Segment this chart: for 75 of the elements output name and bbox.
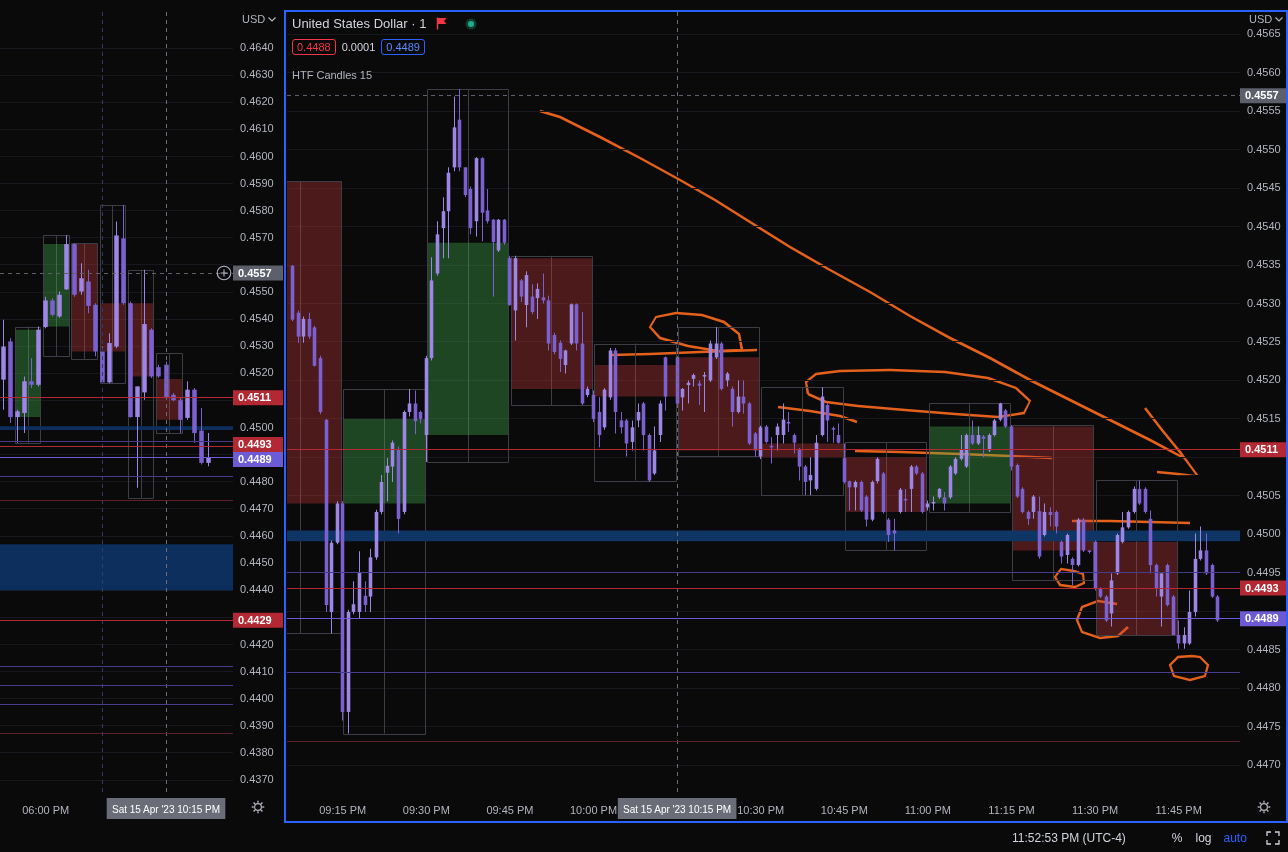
y-tick-label: 0.4440: [240, 583, 274, 596]
y-tick-label: 0.4390: [240, 718, 274, 731]
y-tick-label: 0.4570: [240, 230, 274, 243]
y-tick-label: 0.4600: [240, 149, 274, 162]
y-tick-label: 0.4545: [1247, 181, 1281, 194]
y-tick-label: 0.4470: [1247, 758, 1281, 771]
ref-line-label: 0.4489: [238, 453, 272, 466]
y-tick-label: 0.4370: [240, 773, 274, 786]
annotation: 0.4489: [381, 39, 425, 55]
ref-line-label: 0.4557: [1245, 89, 1279, 102]
y-tick-label: 0.4540: [240, 312, 274, 325]
y-axis-title: USD: [1249, 13, 1273, 25]
x-tick-label: 10:30 PM: [737, 803, 785, 816]
annotation: HTF Candles 15: [292, 69, 373, 81]
x-tick-label: 11:45 PM: [1155, 803, 1202, 816]
chart-title: United States Dollar · 1: [292, 16, 427, 31]
x-tick-label: 06:00 PM: [22, 803, 70, 816]
y-tick-label: 0.4530: [240, 339, 274, 352]
ref-line-label: 0.4557: [238, 266, 272, 279]
text: %: [1171, 831, 1183, 845]
annotation: 0.0001: [341, 41, 376, 53]
x-tick-label: 10:45 PM: [820, 803, 868, 816]
y-tick-label: 0.4500: [1247, 527, 1281, 540]
y-tick-label: 0.4495: [1247, 565, 1281, 578]
ref-line-label: 0.4511: [1245, 443, 1279, 456]
x-tick-label: Sat 15 Apr '23 10:15 PM: [623, 803, 732, 815]
y-axis-title: USD: [242, 13, 266, 25]
y-tick-label: 0.4460: [240, 529, 274, 542]
ref-line-label: 0.4493: [238, 438, 272, 451]
ref-line-label: 0.4489: [1245, 612, 1279, 625]
x-tick-label: 11:15 PM: [988, 803, 1035, 816]
y-tick-label: 0.4620: [240, 95, 274, 108]
x-tick-label: 09:45 PM: [486, 803, 534, 816]
y-tick-label: 0.4520: [240, 366, 274, 379]
y-tick-label: 0.4555: [1247, 104, 1281, 117]
y-tick-label: 0.4610: [240, 122, 274, 135]
ref-line-label: 0.4429: [238, 613, 272, 626]
ref-line-label: 0.4493: [1245, 581, 1279, 594]
y-tick-label: 0.4520: [1247, 373, 1281, 386]
y-tick-label: 0.4565: [1247, 27, 1281, 40]
y-tick-label: 0.4380: [240, 746, 274, 759]
y-tick-label: 0.4560: [1247, 65, 1281, 78]
x-tick-label: 11:00 PM: [904, 803, 952, 816]
y-tick-label: 0.4640: [240, 41, 274, 54]
y-tick-label: 0.4530: [1247, 296, 1281, 309]
y-tick-label: 0.4535: [1247, 258, 1281, 271]
x-tick-label: Sat 15 Apr '23 10:15 PM: [111, 803, 221, 815]
y-tick-label: 0.4630: [240, 68, 274, 81]
y-tick-label: 0.4590: [240, 176, 274, 189]
y-tick-label: 0.4525: [1247, 335, 1281, 347]
y-tick-label: 0.4550: [1247, 142, 1281, 155]
x-tick-label: 10:00 PM: [569, 803, 618, 816]
y-tick-label: 0.4550: [240, 285, 274, 298]
x-tick-label: 09:15 PM: [319, 803, 367, 816]
x-tick-label: 11:30 PM: [1071, 803, 1119, 816]
y-tick-label: 0.4420: [240, 637, 274, 650]
y-tick-label: 0.4515: [1247, 411, 1281, 424]
text: log: [1195, 831, 1212, 845]
y-tick-label: 0.4480: [240, 474, 274, 487]
y-tick-label: 0.4410: [240, 664, 274, 677]
y-tick-label: 0.4480: [1247, 681, 1281, 694]
y-tick-label: 0.4500: [240, 420, 274, 433]
y-tick-label: 0.4485: [1247, 642, 1281, 655]
y-tick-label: 0.4450: [240, 556, 274, 569]
x-tick-label: 09:30 PM: [402, 803, 450, 816]
text: auto: [1223, 831, 1247, 845]
y-tick-label: 0.4470: [240, 502, 274, 514]
y-tick-label: 0.4540: [1247, 219, 1281, 232]
annotation: 0.4488: [292, 39, 336, 55]
text: 11:52:53 PM (UTC-4): [1012, 831, 1126, 845]
ref-line-label: 0.4511: [238, 391, 272, 404]
y-tick-label: 0.4580: [240, 203, 274, 216]
y-tick-label: 0.4400: [240, 691, 274, 704]
y-tick-label: 0.4475: [1247, 719, 1281, 732]
y-tick-label: 0.4505: [1247, 488, 1281, 501]
